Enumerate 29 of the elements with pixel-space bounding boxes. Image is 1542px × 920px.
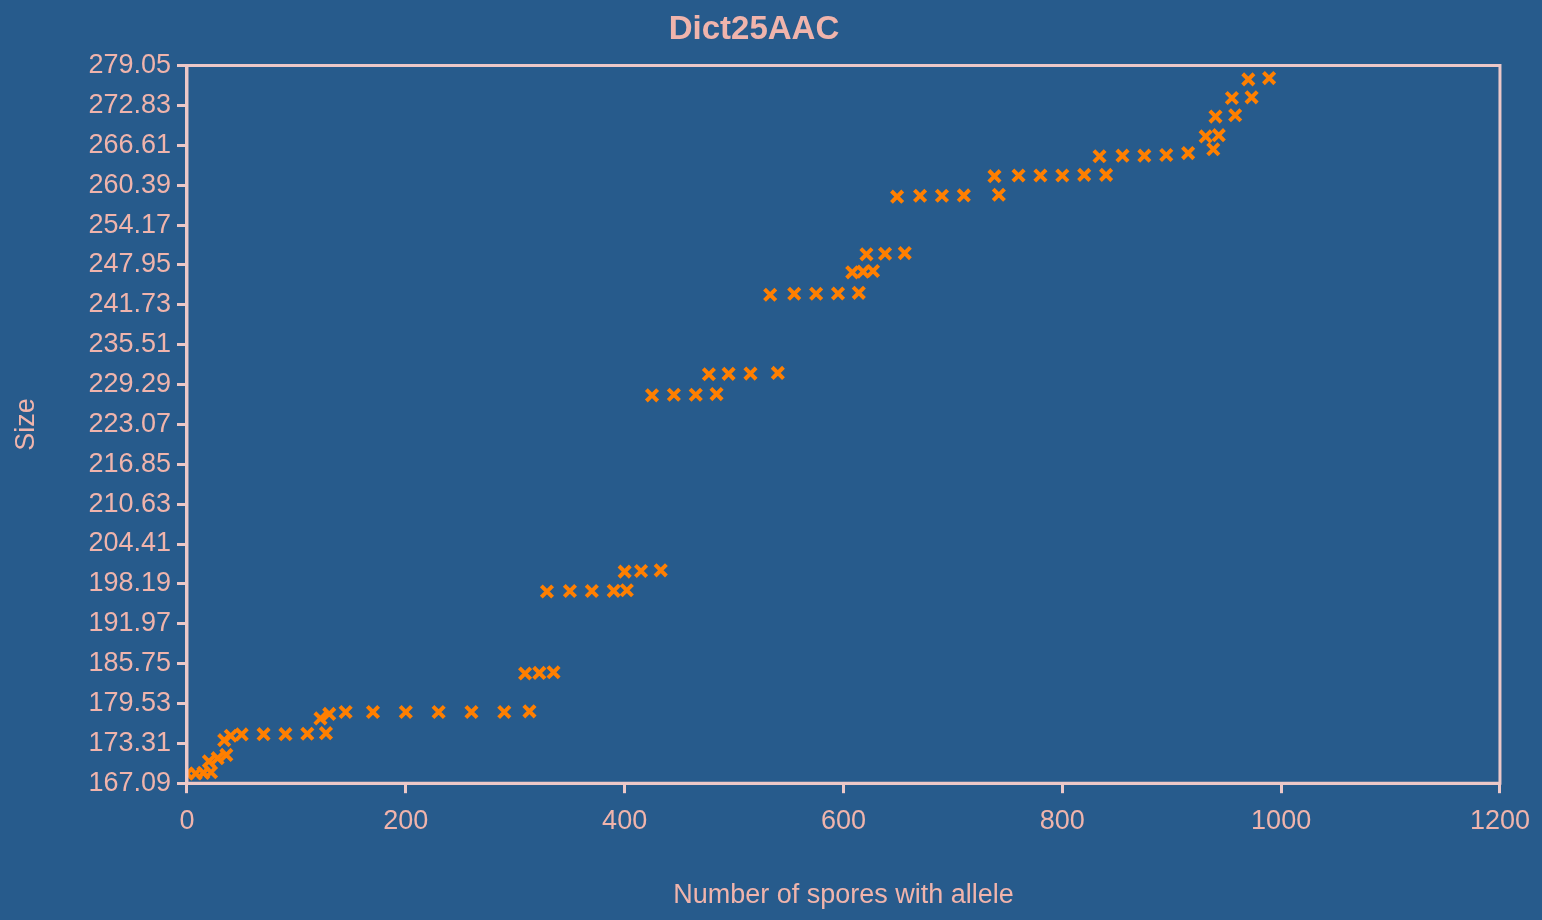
y-tick-label: 167.09 [88,766,171,797]
y-tick-label: 260.39 [88,168,171,199]
chart-title: Dict25AAC [668,8,840,46]
y-tick-label: 223.07 [88,407,171,438]
y-tick-label: 216.85 [88,447,171,478]
y-tick-label: 266.61 [88,128,171,159]
y-tick-label: 204.41 [88,527,171,558]
x-tick-label: 0 [179,804,195,835]
x-axis-title: Number of spores with allele [673,879,1014,910]
y-tick-label: 179.53 [88,686,171,717]
x-tick-label: 200 [383,804,429,835]
y-tick-label: 198.19 [88,567,171,598]
y-tick-label: 235.51 [88,328,171,359]
y-tick-label: 210.63 [88,487,171,518]
y-tick-label: 241.73 [88,288,171,319]
x-tick-label: 1000 [1251,804,1312,835]
x-tick-label: 1200 [1469,804,1531,835]
y-tick-label: 279.05 [88,49,171,80]
y-tick-label: 229.29 [88,367,171,398]
y-tick-label: 247.95 [88,248,171,279]
x-tick-label: 600 [820,804,867,835]
x-tick-label: 800 [1039,804,1085,835]
y-axis-title: Size [9,398,40,451]
y-tick-label: 272.83 [88,88,171,119]
y-tick-label: 173.31 [88,726,171,757]
y-tick-label: 191.97 [88,607,171,638]
y-tick-label: 254.17 [88,208,171,239]
y-tick-label: 185.75 [88,647,171,678]
x-tick-label: 400 [602,804,648,835]
